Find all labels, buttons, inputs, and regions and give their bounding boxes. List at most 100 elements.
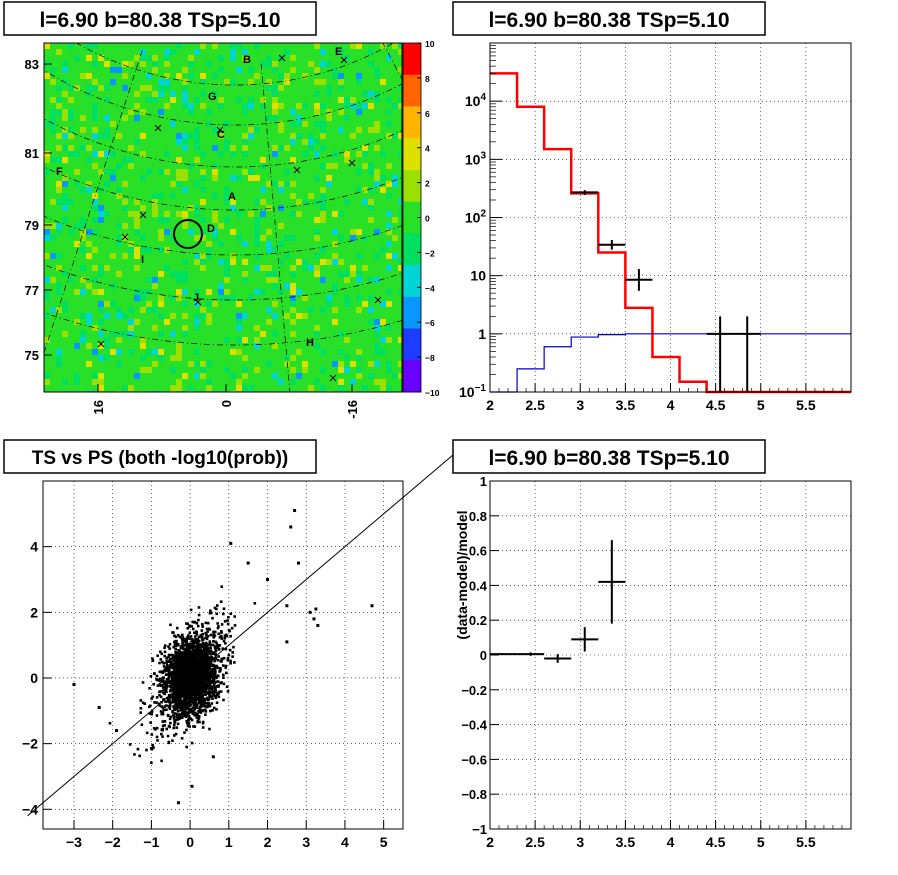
map-pixel bbox=[134, 283, 140, 289]
map-pixel bbox=[296, 181, 302, 187]
scatter-point bbox=[221, 647, 225, 650]
map-pixel bbox=[110, 247, 116, 253]
map-pixel bbox=[338, 295, 344, 301]
map-pixel bbox=[362, 385, 368, 391]
map-pixel bbox=[326, 379, 332, 385]
map-pixel bbox=[266, 91, 272, 97]
map-pixel bbox=[128, 265, 134, 271]
map-pixel bbox=[152, 67, 158, 73]
map-pixel bbox=[170, 319, 176, 325]
map-pixel bbox=[194, 331, 200, 337]
map-pixel bbox=[98, 187, 104, 193]
map-pixel bbox=[314, 367, 320, 373]
map-pixel bbox=[56, 319, 62, 325]
map-pixel bbox=[140, 331, 146, 337]
map-pixel bbox=[380, 373, 386, 379]
map-pixel bbox=[242, 163, 248, 169]
map-pixel bbox=[194, 259, 200, 265]
map-pixel bbox=[224, 253, 230, 259]
map-pixel bbox=[206, 49, 212, 55]
map-pixel bbox=[248, 385, 254, 391]
scatter-point bbox=[179, 691, 183, 694]
map-pixel bbox=[284, 361, 290, 367]
map-pixel bbox=[68, 139, 74, 145]
map-pixel bbox=[386, 211, 392, 217]
map-pixel bbox=[338, 235, 344, 241]
scatter-point bbox=[187, 644, 191, 648]
map-pixel bbox=[206, 331, 212, 337]
map-pixel bbox=[398, 223, 402, 229]
map-pixel bbox=[200, 343, 206, 349]
map-pixel bbox=[98, 343, 104, 349]
map-pixel bbox=[128, 145, 134, 151]
map-pixel bbox=[380, 139, 386, 145]
map-pixel bbox=[176, 253, 182, 259]
map-pixel bbox=[56, 127, 62, 133]
scatter-point bbox=[233, 661, 236, 664]
map-pixel bbox=[386, 91, 392, 97]
map-pixel bbox=[68, 151, 74, 157]
map-pixel bbox=[170, 331, 176, 337]
map-pixel bbox=[134, 373, 140, 379]
map-pixel bbox=[272, 307, 278, 313]
map-pixel bbox=[62, 181, 68, 187]
map-pixel bbox=[272, 205, 278, 211]
map-pixel bbox=[164, 319, 170, 325]
map-pixel bbox=[326, 43, 332, 49]
map-pixel bbox=[158, 55, 164, 61]
map-pixel bbox=[146, 331, 152, 337]
map-pixel bbox=[44, 253, 50, 259]
map-pixel bbox=[326, 223, 332, 229]
map-pixel bbox=[386, 199, 392, 205]
map-pixel bbox=[374, 43, 380, 49]
map-pixel bbox=[194, 187, 200, 193]
colorbar-tick-label: −8 bbox=[425, 353, 435, 363]
map-pixel bbox=[152, 289, 158, 295]
map-pixel bbox=[314, 277, 320, 283]
map-pixel bbox=[80, 373, 86, 379]
map-pixel bbox=[278, 343, 284, 349]
map-pixel bbox=[398, 127, 402, 133]
scatter-point bbox=[218, 690, 221, 694]
map-pixel bbox=[152, 115, 158, 121]
map-pixel bbox=[182, 145, 188, 151]
map-pixel bbox=[296, 217, 302, 223]
map-pixel bbox=[308, 355, 314, 361]
map-pixel bbox=[182, 193, 188, 199]
map-pixel bbox=[134, 295, 140, 301]
map-pixel bbox=[152, 109, 158, 115]
map-pixel bbox=[80, 313, 86, 319]
map-pixel bbox=[158, 109, 164, 115]
map-pixel bbox=[224, 385, 230, 391]
scatter-point bbox=[167, 670, 171, 673]
map-pixel bbox=[86, 385, 92, 391]
map-pixel bbox=[392, 151, 398, 157]
map-pixel bbox=[350, 217, 356, 223]
map-pixel bbox=[254, 253, 260, 259]
scatter-point bbox=[133, 753, 136, 756]
map-pixel bbox=[374, 265, 380, 271]
map-pixel bbox=[230, 283, 236, 289]
map-pixel bbox=[266, 109, 272, 115]
map-pixel bbox=[254, 49, 260, 55]
map-pixel bbox=[68, 133, 74, 139]
colorbar-tick-label: 6 bbox=[425, 109, 430, 119]
map-pixel bbox=[218, 265, 224, 271]
map-pixel bbox=[398, 349, 402, 355]
map-pixel bbox=[392, 181, 398, 187]
map-pixel bbox=[80, 91, 86, 97]
map-pixel bbox=[98, 295, 104, 301]
map-pixel bbox=[260, 205, 266, 211]
map-pixel bbox=[332, 73, 338, 79]
map-pixel bbox=[374, 91, 380, 97]
map-pixel bbox=[134, 121, 140, 127]
map-pixel bbox=[326, 193, 332, 199]
colorbar-segment bbox=[403, 233, 421, 266]
spectrum-xtick-label: 2 bbox=[486, 397, 494, 413]
map-pixel bbox=[272, 235, 278, 241]
map-pixel bbox=[266, 295, 272, 301]
map-pixel bbox=[254, 109, 260, 115]
map-pixel bbox=[152, 103, 158, 109]
scatter-point bbox=[167, 645, 170, 648]
map-pixel bbox=[164, 103, 170, 109]
